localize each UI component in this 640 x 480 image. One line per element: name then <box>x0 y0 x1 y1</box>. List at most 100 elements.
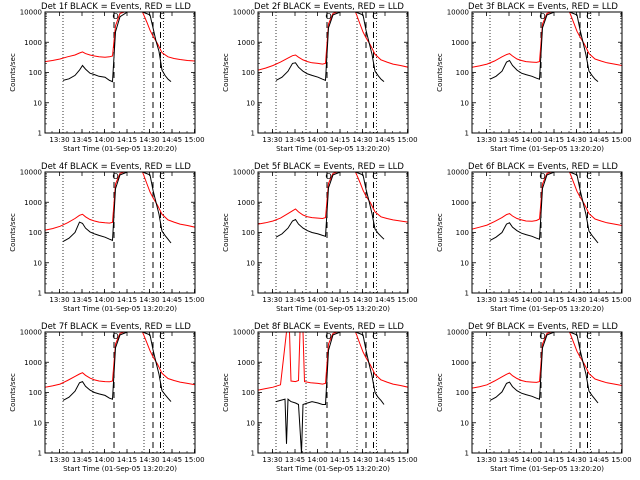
lld-series-line <box>472 172 622 230</box>
x-tick-label: 13:45 <box>72 456 92 464</box>
y-tick-label: 10 <box>33 259 42 267</box>
x-tick-label: 14:15 <box>330 456 350 464</box>
x-tick-label: 13:45 <box>72 136 92 144</box>
x-axis-label: Start Time (01-Sep-05 13:20:20) <box>276 465 390 473</box>
y-tick-label: 100 <box>242 389 255 397</box>
x-axis-label: Start Time (01-Sep-05 13:20:20) <box>490 305 604 313</box>
lld-series-line <box>45 332 195 388</box>
y-tick-label: 1 <box>251 450 255 458</box>
x-tick-label: 13:45 <box>499 456 519 464</box>
x-tick-label: 13:30 <box>476 456 496 464</box>
x-tick-label: 13:30 <box>49 456 69 464</box>
plot-frame <box>44 11 196 134</box>
x-tick-label: 14:30 <box>352 136 372 144</box>
panel-det-1: Det 1f BLACK = Events, RED = LLD Counts/s… <box>9 2 205 153</box>
x-tick-label: 14:00 <box>521 136 541 144</box>
plot-frame <box>471 11 623 134</box>
x-tick-label: 14:45 <box>162 296 182 304</box>
x-tick-label: 14:15 <box>330 136 350 144</box>
events-series-line <box>62 332 172 402</box>
y-tick-label: 100 <box>456 229 469 237</box>
marker-label: C <box>159 12 165 21</box>
plot-frame <box>471 171 623 294</box>
y-tick-label: 10000 <box>447 9 469 17</box>
marker-label: O <box>325 12 331 21</box>
marker-label: O <box>112 12 118 21</box>
y-tick-label: 1 <box>38 290 42 298</box>
y-tick-label: 10 <box>460 419 469 427</box>
y-tick-label: 1 <box>465 450 469 458</box>
events-series-line <box>62 172 172 244</box>
x-tick-label: 15:00 <box>611 296 631 304</box>
lld-series-line <box>472 332 622 389</box>
x-tick-label: 14:45 <box>162 456 182 464</box>
y-axis-label: Counts/sec <box>9 213 17 252</box>
x-tick-label: 13:30 <box>476 136 496 144</box>
x-tick-label: 14:15 <box>544 456 564 464</box>
y-tick-label: 1 <box>251 130 255 138</box>
x-tick-label: 13:30 <box>262 456 282 464</box>
plot-frame <box>44 171 196 294</box>
y-tick-label: 10000 <box>233 329 255 337</box>
x-tick-label: 14:30 <box>352 456 372 464</box>
y-axis-label: Counts/sec <box>436 373 444 412</box>
x-tick-label: 15:00 <box>397 136 417 144</box>
x-tick-label: 13:45 <box>499 136 519 144</box>
y-tick-label: 10000 <box>447 329 469 337</box>
y-axis-label: Counts/sec <box>436 53 444 92</box>
marker-label: C <box>586 12 592 21</box>
y-tick-label: 10000 <box>20 169 42 177</box>
x-tick-label: 13:45 <box>285 456 305 464</box>
panel-det-4: Det 4f BLACK = Events, RED = LLD Counts/s… <box>9 162 205 313</box>
y-tick-label: 10000 <box>233 9 255 17</box>
x-tick-label: 14:30 <box>566 296 586 304</box>
x-tick-label: 14:00 <box>307 296 327 304</box>
plot-frame <box>257 171 409 294</box>
y-tick-label: 100 <box>242 69 255 77</box>
x-axis-label: Start Time (01-Sep-05 13:20:20) <box>490 145 604 153</box>
marker-label: O <box>325 332 331 341</box>
x-tick-label: 14:30 <box>139 136 159 144</box>
y-tick-label: 1 <box>38 450 42 458</box>
x-tick-label: 15:00 <box>184 456 204 464</box>
y-tick-label: 1000 <box>24 199 42 207</box>
y-tick-label: 1 <box>38 130 42 138</box>
y-tick-label: 1000 <box>237 39 255 47</box>
x-tick-label: 14:00 <box>94 456 114 464</box>
x-tick-label: 14:45 <box>375 136 395 144</box>
x-tick-label: 14:45 <box>375 296 395 304</box>
events-series-line <box>275 332 385 453</box>
panel-title: Det 6f BLACK = Events, RED = LLD <box>468 162 618 172</box>
x-tick-label: 14:30 <box>352 296 372 304</box>
x-tick-label: 13:30 <box>49 296 69 304</box>
events-series-line <box>62 12 172 83</box>
x-tick-label: 13:45 <box>285 296 305 304</box>
x-tick-label: 13:45 <box>285 136 305 144</box>
y-axis-label: Counts/sec <box>9 53 17 92</box>
x-tick-label: 15:00 <box>397 456 417 464</box>
panel-title: Det 9f BLACK = Events, RED = LLD <box>468 322 618 332</box>
x-tick-label: 14:15 <box>544 136 564 144</box>
x-tick-label: 15:00 <box>397 296 417 304</box>
y-tick-label: 10000 <box>20 9 42 17</box>
marker-label: C <box>372 12 378 21</box>
y-axis-label: Counts/sec <box>222 213 230 252</box>
y-tick-label: 10 <box>246 419 255 427</box>
y-axis-label: Counts/sec <box>436 213 444 252</box>
marker-label: O <box>539 332 545 341</box>
x-tick-label: 14:15 <box>117 136 137 144</box>
y-tick-label: 10000 <box>20 329 42 337</box>
panel-title: Det 1f BLACK = Events, RED = LLD <box>41 2 191 12</box>
x-axis-label: Start Time (01-Sep-05 13:20:20) <box>63 305 177 313</box>
panel-title: Det 3f BLACK = Events, RED = LLD <box>468 2 618 12</box>
lld-series-line <box>258 172 408 225</box>
lld-series-line <box>258 12 408 71</box>
x-tick-label: 14:00 <box>94 136 114 144</box>
marker-label: O <box>539 12 545 21</box>
lld-series-line <box>472 12 622 68</box>
y-tick-label: 100 <box>29 69 42 77</box>
events-series-line <box>489 12 599 82</box>
x-tick-label: 14:00 <box>521 456 541 464</box>
plot-frame <box>257 11 409 134</box>
